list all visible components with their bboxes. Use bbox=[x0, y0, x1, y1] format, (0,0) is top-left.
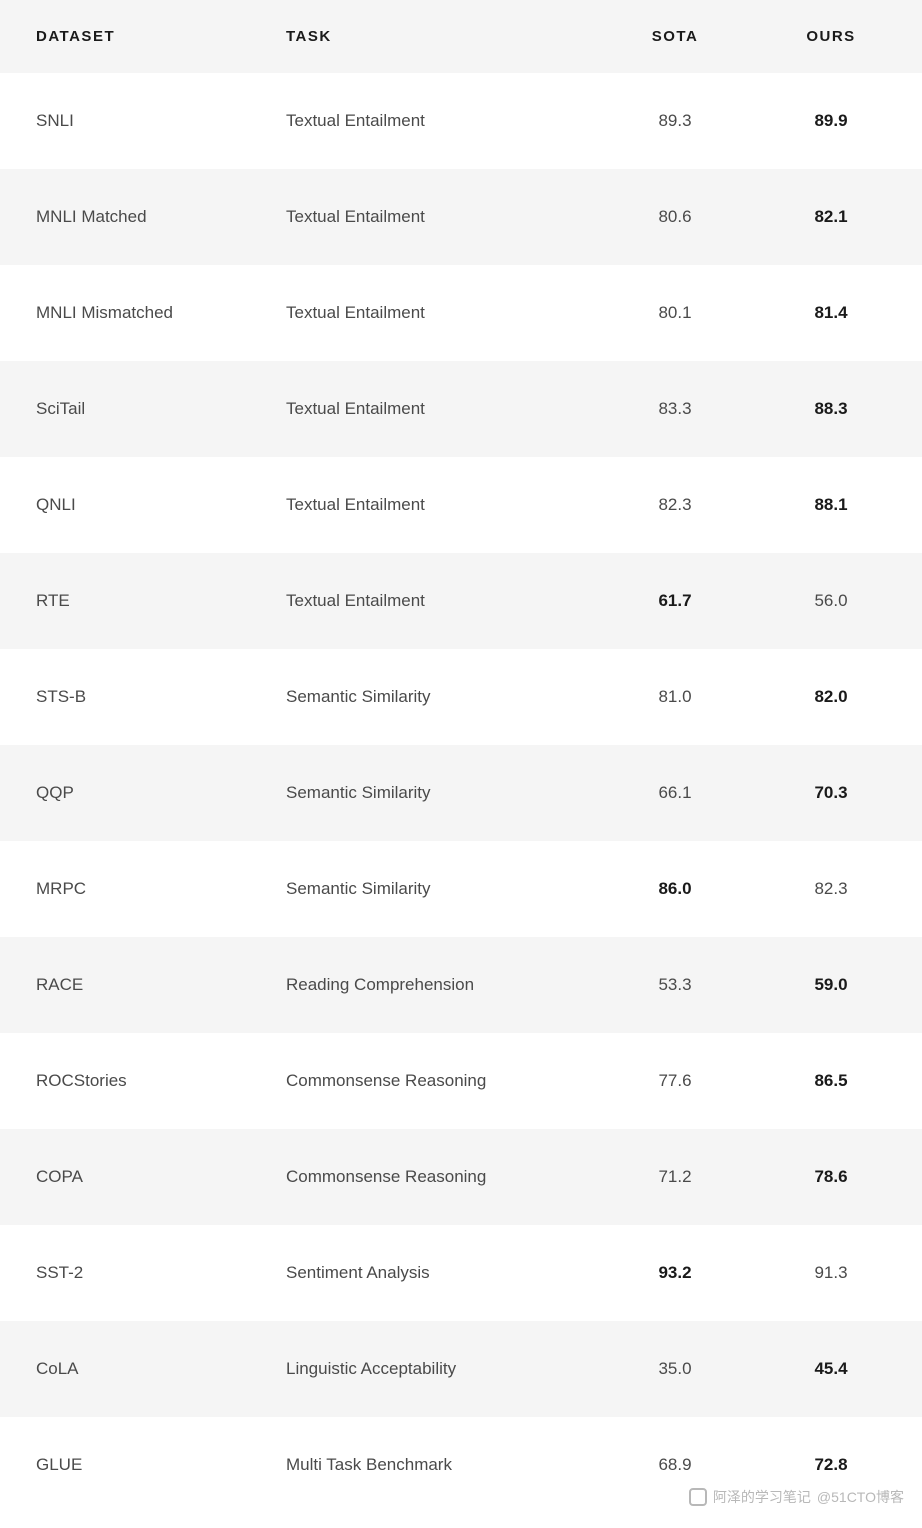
table-row: COPACommonsense Reasoning71.278.6 bbox=[0, 1129, 922, 1225]
cell-ours: 88.3 bbox=[760, 361, 922, 457]
cell-sota: 35.0 bbox=[610, 1321, 760, 1417]
cell-task: Commonsense Reasoning bbox=[250, 1033, 610, 1129]
cell-task: Textual Entailment bbox=[250, 265, 610, 361]
cell-ours: 56.0 bbox=[760, 553, 922, 649]
table-header-row: DATASET TASK SOTA OURS bbox=[0, 0, 922, 73]
cell-sota: 82.3 bbox=[610, 457, 760, 553]
table-row: SNLITextual Entailment89.389.9 bbox=[0, 73, 922, 169]
cell-task: Reading Comprehension bbox=[250, 937, 610, 1033]
cell-sota: 89.3 bbox=[610, 73, 760, 169]
table-row: CoLALinguistic Acceptability35.045.4 bbox=[0, 1321, 922, 1417]
cell-ours: 45.4 bbox=[760, 1321, 922, 1417]
cell-ours: 78.6 bbox=[760, 1129, 922, 1225]
table-row: RTETextual Entailment61.756.0 bbox=[0, 553, 922, 649]
cell-sota: 81.0 bbox=[610, 649, 760, 745]
cell-dataset: RTE bbox=[0, 553, 250, 649]
table-row: QNLITextual Entailment82.388.1 bbox=[0, 457, 922, 553]
cell-sota: 71.2 bbox=[610, 1129, 760, 1225]
cell-dataset: RACE bbox=[0, 937, 250, 1033]
cell-dataset: SNLI bbox=[0, 73, 250, 169]
cell-sota: 77.6 bbox=[610, 1033, 760, 1129]
cell-task: Sentiment Analysis bbox=[250, 1225, 610, 1321]
table-row: QQPSemantic Similarity66.170.3 bbox=[0, 745, 922, 841]
cell-dataset: SST-2 bbox=[0, 1225, 250, 1321]
table-row: ROCStoriesCommonsense Reasoning77.686.5 bbox=[0, 1033, 922, 1129]
cell-task: Multi Task Benchmark bbox=[250, 1417, 610, 1513]
cell-task: Semantic Similarity bbox=[250, 745, 610, 841]
watermark-left: 阿泽的学习笔记 bbox=[713, 1487, 811, 1507]
cell-ours: 59.0 bbox=[760, 937, 922, 1033]
col-header-task: TASK bbox=[250, 0, 610, 73]
cell-ours: 82.0 bbox=[760, 649, 922, 745]
watermark-right: @51CTO博客 bbox=[817, 1487, 904, 1507]
cell-ours: 82.3 bbox=[760, 841, 922, 937]
cell-ours: 81.4 bbox=[760, 265, 922, 361]
cell-ours: 82.1 bbox=[760, 169, 922, 265]
watermark: 阿泽的学习笔记 @51CTO博客 bbox=[689, 1487, 904, 1507]
cell-ours: 89.9 bbox=[760, 73, 922, 169]
cell-ours: 91.3 bbox=[760, 1225, 922, 1321]
cell-dataset: QQP bbox=[0, 745, 250, 841]
results-table: DATASET TASK SOTA OURS SNLITextual Entai… bbox=[0, 0, 922, 1513]
cell-dataset: STS-B bbox=[0, 649, 250, 745]
cell-sota: 66.1 bbox=[610, 745, 760, 841]
cell-dataset: MRPC bbox=[0, 841, 250, 937]
cell-task: Commonsense Reasoning bbox=[250, 1129, 610, 1225]
cell-sota: 61.7 bbox=[610, 553, 760, 649]
table-row: MNLI MismatchedTextual Entailment80.181.… bbox=[0, 265, 922, 361]
cell-task: Semantic Similarity bbox=[250, 649, 610, 745]
cell-ours: 88.1 bbox=[760, 457, 922, 553]
table-row: STS-BSemantic Similarity81.082.0 bbox=[0, 649, 922, 745]
table-row: MRPCSemantic Similarity86.082.3 bbox=[0, 841, 922, 937]
table-row: MNLI MatchedTextual Entailment80.682.1 bbox=[0, 169, 922, 265]
cell-dataset: COPA bbox=[0, 1129, 250, 1225]
cell-ours: 70.3 bbox=[760, 745, 922, 841]
cell-sota: 53.3 bbox=[610, 937, 760, 1033]
table-row: SST-2Sentiment Analysis93.291.3 bbox=[0, 1225, 922, 1321]
cell-task: Semantic Similarity bbox=[250, 841, 610, 937]
cell-sota: 83.3 bbox=[610, 361, 760, 457]
cell-task: Textual Entailment bbox=[250, 361, 610, 457]
cell-sota: 80.6 bbox=[610, 169, 760, 265]
cell-dataset: SciTail bbox=[0, 361, 250, 457]
cell-sota: 86.0 bbox=[610, 841, 760, 937]
cell-sota: 93.2 bbox=[610, 1225, 760, 1321]
cell-task: Textual Entailment bbox=[250, 457, 610, 553]
table-row: RACEReading Comprehension53.359.0 bbox=[0, 937, 922, 1033]
cell-dataset: QNLI bbox=[0, 457, 250, 553]
cell-dataset: ROCStories bbox=[0, 1033, 250, 1129]
cell-sota: 80.1 bbox=[610, 265, 760, 361]
cell-task: Textual Entailment bbox=[250, 73, 610, 169]
cell-dataset: CoLA bbox=[0, 1321, 250, 1417]
cell-task: Textual Entailment bbox=[250, 553, 610, 649]
cell-dataset: MNLI Mismatched bbox=[0, 265, 250, 361]
wechat-icon bbox=[689, 1488, 707, 1506]
cell-ours: 86.5 bbox=[760, 1033, 922, 1129]
table-row: SciTailTextual Entailment83.388.3 bbox=[0, 361, 922, 457]
col-header-sota: SOTA bbox=[610, 0, 760, 73]
cell-task: Linguistic Acceptability bbox=[250, 1321, 610, 1417]
col-header-ours: OURS bbox=[760, 0, 922, 73]
cell-dataset: MNLI Matched bbox=[0, 169, 250, 265]
cell-task: Textual Entailment bbox=[250, 169, 610, 265]
cell-dataset: GLUE bbox=[0, 1417, 250, 1513]
col-header-dataset: DATASET bbox=[0, 0, 250, 73]
